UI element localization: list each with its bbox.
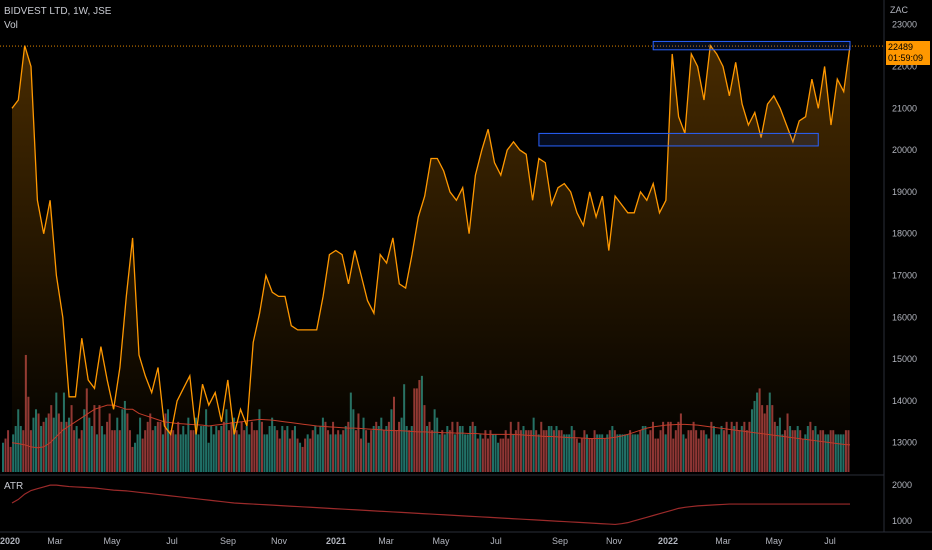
x-tick-label: Sep <box>220 536 236 546</box>
y-tick-label: 17000 <box>892 271 917 281</box>
volume-bar <box>7 430 10 472</box>
y-tick-label: 16000 <box>892 312 917 322</box>
support-zone <box>538 132 819 147</box>
y-tick-label: 14000 <box>892 396 917 406</box>
atr-tick-label: 2000 <box>892 480 912 490</box>
volume-bar <box>2 442 5 472</box>
atr-label: ATR <box>4 481 24 492</box>
y-tick-label: 20000 <box>892 145 917 155</box>
last-price-value: 22489 <box>888 42 914 52</box>
x-tick-label: Nov <box>606 536 623 546</box>
x-tick-label: Jul <box>824 536 836 546</box>
chart-title: BIDVEST LTD, 1W, JSE <box>4 6 112 17</box>
x-tick-label: 2022 <box>658 536 678 546</box>
y-tick-label: 22000 <box>892 62 917 72</box>
x-tick-label: Sep <box>552 536 568 546</box>
atr-line <box>11 484 850 526</box>
x-tick-label: 2021 <box>326 536 346 546</box>
y-tick-label: 19000 <box>892 187 917 197</box>
support-zone <box>652 40 851 51</box>
price-area <box>12 45 850 472</box>
x-tick-label: May <box>432 536 450 546</box>
x-tick-label: Mar <box>378 536 394 546</box>
y-tick-label: 13000 <box>892 438 917 448</box>
x-tick-label: Mar <box>47 536 63 546</box>
currency-label: ZAC <box>890 5 909 15</box>
y-tick-label: 15000 <box>892 354 917 364</box>
volume-bar <box>9 446 12 472</box>
x-tick-label: Jul <box>166 536 178 546</box>
x-tick-label: Mar <box>715 536 731 546</box>
price-line <box>11 43 851 436</box>
volume-label: Vol <box>4 20 18 31</box>
last-price-tag: 22489 01:59:09 <box>886 41 930 65</box>
y-tick-label: 23000 <box>892 20 917 30</box>
x-tick-label: May <box>103 536 121 546</box>
atr-tick-label: 1000 <box>892 516 912 526</box>
x-tick-label: Nov <box>271 536 288 546</box>
y-tick-label: 18000 <box>892 229 917 239</box>
x-tick-label: 2020 <box>0 536 20 546</box>
x-tick-label: May <box>765 536 783 546</box>
x-tick-label: Jul <box>490 536 502 546</box>
volume-bar <box>4 438 7 472</box>
bar-countdown: 01:59:09 <box>888 53 924 63</box>
y-tick-label: 21000 <box>892 103 917 113</box>
